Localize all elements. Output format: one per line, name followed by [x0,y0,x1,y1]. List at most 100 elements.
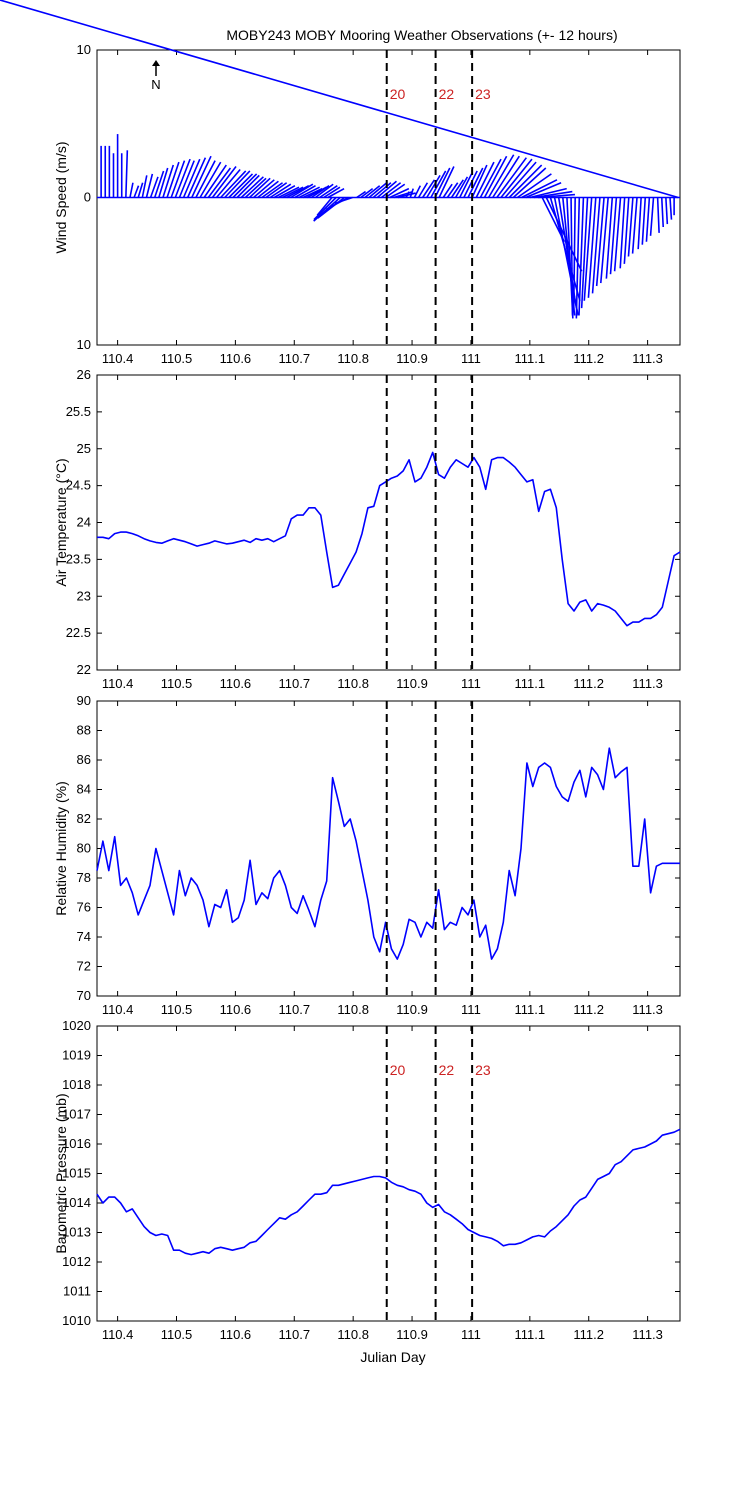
wind-vector [538,193,576,199]
x-tick-label: 110.8 [337,676,369,691]
y-tick-label: 80 [77,841,91,856]
x-tick-label: 110.4 [102,1002,134,1017]
event-marker-label: 22 [439,1062,455,1078]
wind-vector [244,177,267,199]
humidity-panel: 110.4 110.5 110.6 110.7 110.8 110.9 111 111.1 11… [53,693,681,1017]
wind-vector [203,164,227,198]
x-tick-label: 111 [461,351,481,366]
wind-vector [313,196,337,221]
wind-vector [265,182,288,199]
wind-vector [253,179,275,199]
wind-vector [376,180,398,199]
wind-vector [389,187,410,199]
y-tick-label: 88 [77,723,91,738]
y-tick-label: 1010 [62,1313,91,1328]
wind-vector [145,173,154,198]
wind-vector [153,170,165,198]
wind-panel: 110.4 110.5 110.6 110.7 110.8 110.9 111 111.1 11… [0,0,681,366]
x-tick-label: 110.4 [102,676,134,691]
wind-vector [269,183,292,199]
pressure-series-line [96,1128,681,1256]
y-tick-label: 25.5 [66,404,91,419]
wind-vector [232,173,258,199]
x-tick-label: 111.2 [573,351,604,366]
y-tick-label: 90 [77,693,91,708]
wind-vector [334,196,353,205]
x-tick-label: 111.3 [632,351,663,366]
wind-vector [487,154,515,198]
wind-vector [302,187,323,199]
wind-vector [261,182,284,199]
wind-vector [282,186,304,199]
wind-vector [310,185,330,199]
x-tick-label: 110.5 [161,676,193,691]
x-tick-label: 110.6 [220,1327,252,1342]
wind-vector [619,197,626,269]
wind-vector [442,183,453,198]
wind-vector [613,197,622,272]
wind-vector [174,158,191,198]
wind-vector [137,182,144,198]
humidity-series-line [96,747,680,960]
event-marker-label: 20 [390,86,406,102]
wind-vector [199,161,222,198]
wind-vector [129,182,134,198]
wind-vector [578,197,585,316]
wind-vector [401,194,405,198]
wind-vector [595,197,605,287]
y-tick-label: 25 [77,441,91,456]
x-tick-label: 110.8 [337,351,369,366]
y-axis-label: Barometric Pressure (mb) [53,1093,69,1253]
wind-vector [286,184,310,199]
x-tick-label: 110.5 [161,1002,193,1017]
wind-vector [599,197,609,284]
y-tick-label: 76 [77,900,91,915]
wind-vector [665,197,669,225]
wind-vector [224,170,251,199]
wind-vector [257,180,279,199]
x-tick-label: 110.9 [396,351,428,366]
wind-vector [434,167,451,198]
x-tick-label: 110.9 [396,1002,428,1017]
wind-vector [294,185,316,199]
x-tick-label: 110.8 [337,1327,369,1342]
y-tick-label: 10 [77,42,91,57]
wind-vector [641,197,647,245]
plot-frame [96,1025,681,1322]
x-tick-label: 110.6 [220,676,252,691]
wind-vector [149,176,159,198]
x-tick-label: 110.4 [102,1327,134,1342]
wind-vector [525,182,562,199]
y-tick-label: 70 [77,988,91,1003]
wind-vector [575,197,581,319]
wind-vector [669,197,673,220]
x-tick-label: 110.7 [278,351,310,366]
y-tick-label: 1020 [62,1018,91,1033]
wind-vector [570,197,574,316]
wind-vector [459,173,473,198]
wind-vector [504,161,537,199]
wind-vector [228,173,254,199]
wind-vector [0,0,679,199]
wind-vector [372,182,392,199]
wind-vector [467,167,484,198]
wind-vector [649,197,655,236]
x-tick-label: 110.7 [278,1002,310,1017]
y-tick-label: 84 [77,782,91,797]
plot-frame [96,374,681,671]
north-label: N [151,77,160,92]
wind-vector [273,185,296,199]
wind-vector [438,166,455,198]
wind-vector [240,176,264,199]
wind-vector [508,164,543,199]
y-tick-label: 23 [77,588,91,603]
y-tick-label: 22 [77,662,91,677]
x-axis-label: Julian Day [360,1349,425,1365]
wind-vector [430,170,447,198]
wind-vector [405,191,410,198]
wind-vector [517,173,552,199]
y-tick-label: 1011 [63,1284,91,1299]
x-tick-label: 111.3 [632,1327,663,1342]
y-tick-label: 24.5 [66,478,91,493]
